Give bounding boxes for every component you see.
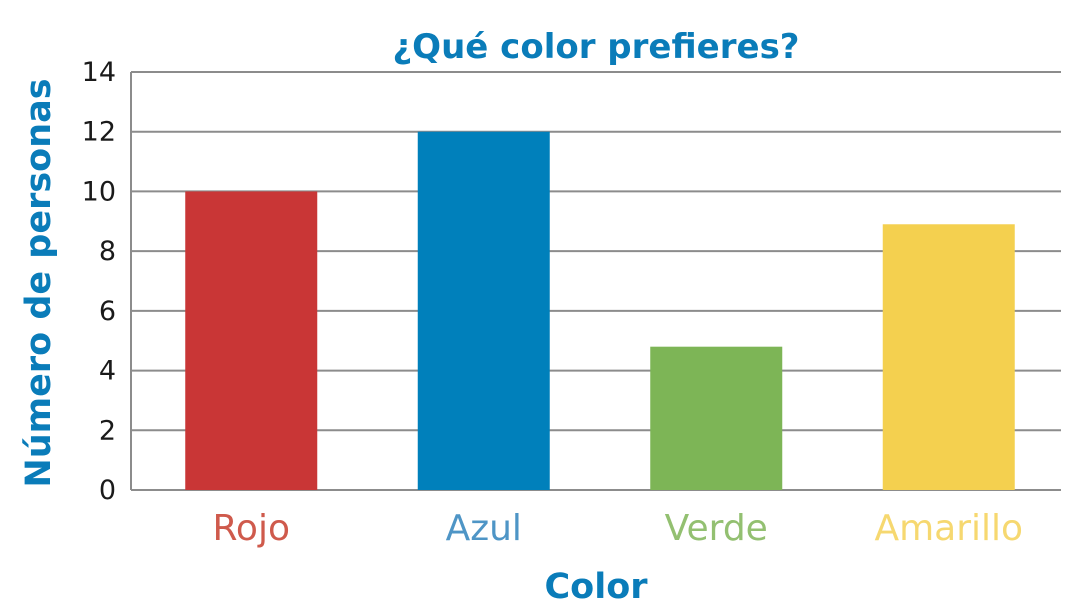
y-tick-label: 4 (99, 356, 116, 387)
y-tick-label: 0 (99, 475, 116, 506)
bar-rojo (185, 191, 318, 490)
y-tick-label: 6 (99, 296, 116, 327)
x-category-label: Amarillo (874, 508, 1023, 549)
y-tick-label: 14 (82, 57, 116, 88)
bar-verde (650, 346, 783, 490)
bar-azul (417, 131, 550, 490)
x-category-label: Rojo (213, 508, 290, 549)
x-category-label: Verde (665, 508, 768, 549)
x-category-labels: Rojo Azul Verde Amarillo (213, 508, 1024, 549)
bars (185, 131, 1015, 490)
chart-title: ¿Qué color prefieres? (392, 27, 799, 67)
x-category-label: Azul (446, 508, 522, 549)
x-axis-title: Color (544, 567, 648, 607)
y-tick-label: 8 (99, 236, 116, 267)
y-axis-title: Número de personas (19, 78, 59, 487)
bar-amarillo (882, 224, 1015, 490)
y-tick-label: 2 (99, 415, 116, 446)
y-tick-labels: 0 2 4 6 8 10 12 14 (82, 57, 116, 506)
y-tick-label: 10 (82, 176, 116, 207)
y-tick-label: 12 (82, 117, 116, 148)
